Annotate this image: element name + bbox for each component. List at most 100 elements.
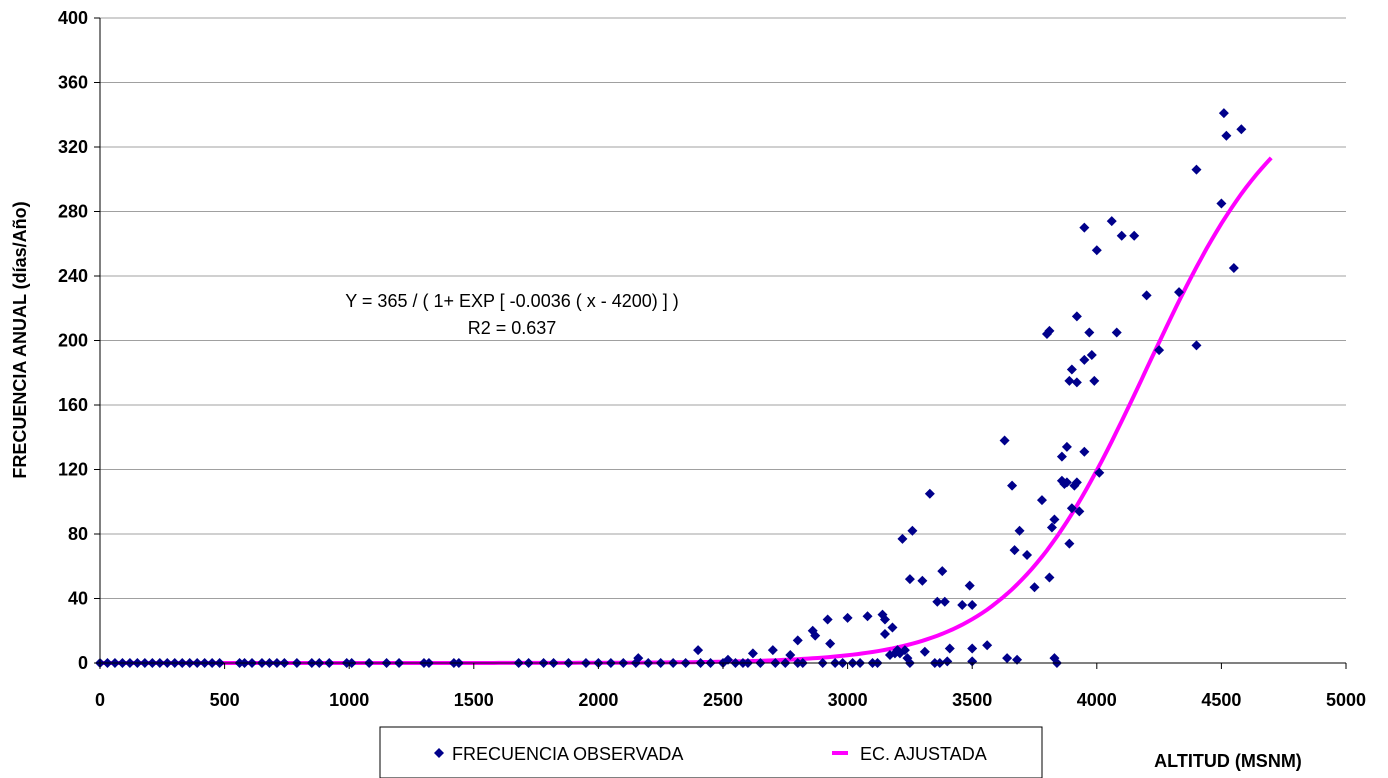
fit-line xyxy=(100,156,1273,665)
data-point-159 xyxy=(1216,198,1227,209)
x-tick-label-3: 1500 xyxy=(454,690,494,710)
data-point-153 xyxy=(1129,230,1140,241)
data-point-147 xyxy=(1089,375,1100,386)
data-point-141 xyxy=(1071,311,1082,322)
x-tick-label-6: 3000 xyxy=(828,690,868,710)
data-point-76 xyxy=(842,612,853,623)
legend-diamond-marker xyxy=(434,748,444,758)
data-point-144 xyxy=(1079,446,1090,457)
data-point-115 xyxy=(1009,545,1020,556)
data-point-102 xyxy=(937,566,948,577)
data-point-116 xyxy=(1012,654,1023,665)
data-point-86 xyxy=(887,622,898,633)
data-point-95 xyxy=(907,525,918,536)
fit-r2: R2 = 0.637 xyxy=(468,318,557,338)
y-axis-title: FRECUENCIA ANUAL (días/Año) xyxy=(10,201,30,478)
data-point-62 xyxy=(767,645,778,656)
y-tick-label-3: 120 xyxy=(58,460,88,480)
x-tick-label-0: 0 xyxy=(95,690,105,710)
data-point-148 xyxy=(1091,245,1102,256)
data-point-156 xyxy=(1174,287,1185,298)
y-tick-label-9: 360 xyxy=(58,73,88,93)
data-point-125 xyxy=(1049,514,1060,525)
gridlines xyxy=(100,17,1346,599)
x-tick-label-7: 3500 xyxy=(952,690,992,710)
y-tick-label-2: 80 xyxy=(68,524,88,544)
data-point-129 xyxy=(1056,451,1067,462)
data-point-131 xyxy=(1061,477,1072,488)
data-point-162 xyxy=(1228,262,1239,273)
data-point-70 xyxy=(810,630,821,641)
data-point-52 xyxy=(693,645,704,656)
x-tick-label-2: 1000 xyxy=(329,690,369,710)
data-point-134 xyxy=(1064,375,1075,386)
data-point-140 xyxy=(1074,506,1085,517)
data-point-107 xyxy=(964,580,975,591)
y-tick-label-1: 40 xyxy=(68,589,88,609)
data-point-108 xyxy=(967,599,978,610)
x-tick-label-5: 2500 xyxy=(703,690,743,710)
data-point-161 xyxy=(1221,130,1232,141)
data-point-136 xyxy=(1066,503,1077,514)
axes xyxy=(94,17,1347,669)
y-tick-label-5: 200 xyxy=(58,331,88,351)
x-tick-label-4: 2000 xyxy=(578,690,618,710)
y-tick-label-0: 0 xyxy=(78,653,88,673)
data-point-138 xyxy=(1071,377,1082,388)
data-point-96 xyxy=(917,575,928,586)
data-point-119 xyxy=(1029,582,1040,593)
data-point-94 xyxy=(904,574,915,585)
data-point-91 xyxy=(899,645,910,656)
data-point-111 xyxy=(982,640,993,651)
data-point-65 xyxy=(785,649,796,660)
data-point-106 xyxy=(957,599,968,610)
data-point-152 xyxy=(1116,230,1127,241)
fit-curve xyxy=(100,156,1273,665)
fit-equation: Y = 365 / ( 1+ EXP [ -0.0036 ( x - 4200)… xyxy=(345,291,679,311)
data-point-163 xyxy=(1236,124,1247,135)
data-point-132 xyxy=(1061,441,1072,452)
data-point-160 xyxy=(1218,108,1229,119)
data-point-158 xyxy=(1191,340,1202,351)
data-point-98 xyxy=(924,488,935,499)
legend-label-observed: FRECUENCIA OBSERVADA xyxy=(452,744,683,764)
data-point-66 xyxy=(792,635,803,646)
y-tick-label-4: 160 xyxy=(58,395,88,415)
x-tick-label-9: 4500 xyxy=(1201,690,1241,710)
data-point-79 xyxy=(862,611,873,622)
data-point-72 xyxy=(822,614,833,625)
data-point-105 xyxy=(944,643,955,654)
data-point-56 xyxy=(722,654,733,665)
data-point-139 xyxy=(1071,477,1082,488)
data-point-110 xyxy=(967,656,978,667)
legend-label-fit: EC. AJUSTADA xyxy=(860,744,987,764)
data-point-97 xyxy=(919,646,930,657)
data-point-123 xyxy=(1044,572,1055,583)
data-point-124 xyxy=(1046,522,1057,533)
data-point-145 xyxy=(1084,327,1095,338)
x-axis-title: ALTITUD (MSNM) xyxy=(1154,751,1302,771)
data-point-149 xyxy=(1094,467,1105,478)
data-point-155 xyxy=(1154,345,1165,356)
data-point-114 xyxy=(1007,480,1018,491)
y-tick-label-6: 240 xyxy=(58,266,88,286)
data-point-109 xyxy=(967,643,978,654)
data-point-151 xyxy=(1111,327,1122,338)
y-tick-label-8: 320 xyxy=(58,137,88,157)
data-point-143 xyxy=(1079,354,1090,365)
data-point-83 xyxy=(879,614,890,625)
data-point-154 xyxy=(1141,290,1152,301)
y-tick-label-7: 280 xyxy=(58,202,88,222)
data-point-113 xyxy=(1002,653,1013,664)
legend-box xyxy=(379,726,1043,778)
y-tick-labels: 0 40 80 120 160 200 240 280 320 360 400 xyxy=(58,8,88,673)
x-tick-label-10: 5000 xyxy=(1326,690,1366,710)
data-point-157 xyxy=(1191,164,1202,175)
data-point-120 xyxy=(1036,495,1047,506)
data-point-117 xyxy=(1014,525,1025,536)
data-point-100 xyxy=(932,596,943,607)
data-point-60 xyxy=(747,648,758,659)
data-point-146 xyxy=(1086,350,1097,361)
legend: FRECUENCIA OBSERVADA EC. AJUSTADA xyxy=(379,726,1043,778)
data-point-90 xyxy=(897,533,908,544)
